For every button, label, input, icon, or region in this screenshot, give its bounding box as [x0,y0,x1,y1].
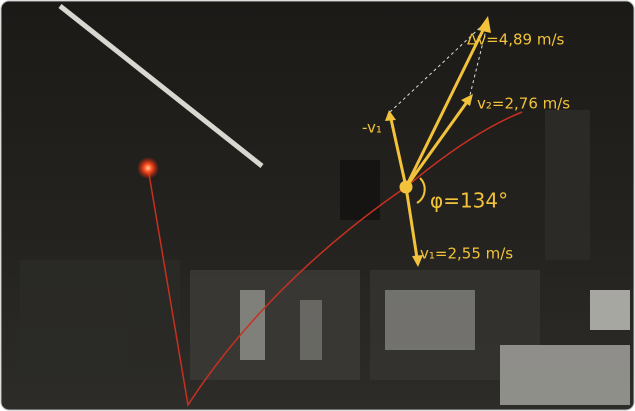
delta-v-label: Δv=4,89 m/s [467,31,565,49]
v2-label: v₂=2,76 m/s [477,95,570,113]
phi-label: φ=134° [430,189,508,213]
neg-v1-label: -v₁ [362,119,382,137]
photo: Δv=4,89 m/s v₂=2,76 m/s -v₁ φ=134° v₁=2,… [0,0,635,411]
v1-label: v₁=2,55 m/s [420,245,513,263]
ball [137,157,159,179]
screenshot: Δv=4,89 m/s v₂=2,76 m/s -v₁ φ=134° v₁=2,… [0,0,635,411]
